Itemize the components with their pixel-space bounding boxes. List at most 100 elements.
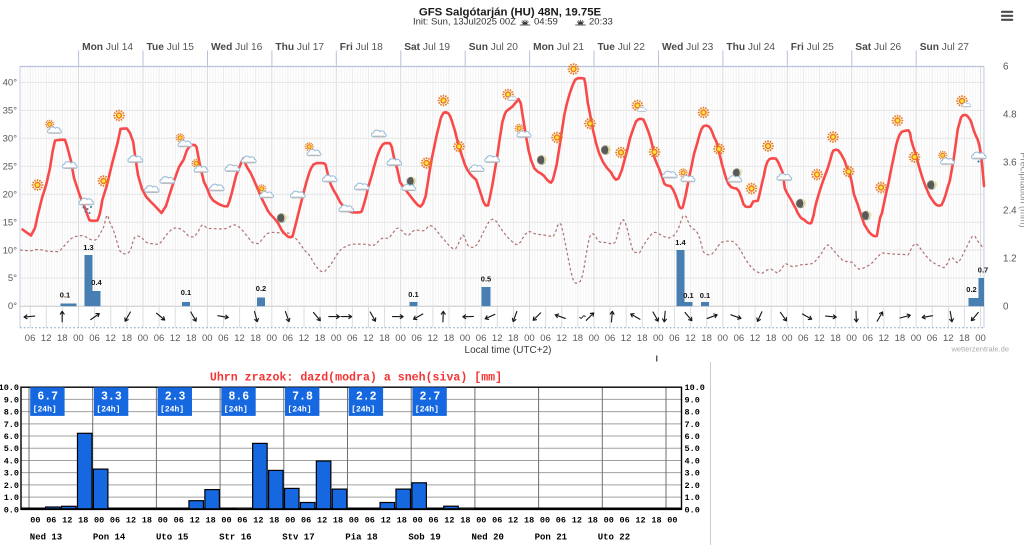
svg-text:3.3: 3.3 (101, 391, 122, 404)
svg-text:00: 00 (667, 516, 677, 526)
svg-text:00: 00 (782, 333, 793, 344)
svg-text:00: 00 (846, 333, 857, 344)
svg-text:06: 06 (492, 516, 502, 526)
svg-text:wetterzentrale.de: wetterzentrale.de (950, 345, 1009, 354)
svg-text:12: 12 (943, 333, 954, 344)
svg-text:6.0: 6.0 (685, 432, 700, 442)
svg-text:4.8: 4.8 (1003, 109, 1017, 120)
svg-text:18: 18 (895, 333, 906, 344)
svg-text:00: 00 (653, 333, 664, 344)
svg-text:20°: 20° (3, 189, 18, 200)
svg-text:06: 06 (619, 516, 629, 526)
svg-text:[24h]: [24h] (415, 406, 439, 415)
svg-text:Ned 13: Ned 13 (30, 533, 62, 543)
svg-text:Precipitation (mm): Precipitation (mm) (1019, 152, 1024, 227)
svg-text:18: 18 (766, 333, 777, 344)
svg-text:18: 18 (57, 333, 68, 344)
svg-text:2.7: 2.7 (420, 391, 441, 404)
svg-text:20:33: 20:33 (589, 17, 613, 28)
svg-text:Stv 17: Stv 17 (282, 533, 314, 543)
svg-text:06: 06 (89, 333, 100, 344)
svg-text:5.0: 5.0 (4, 444, 19, 454)
svg-text:18: 18 (701, 333, 712, 344)
svg-text:10.0: 10.0 (685, 383, 705, 393)
svg-text:12: 12 (190, 516, 200, 526)
svg-text:06: 06 (218, 333, 229, 344)
svg-text:Uto 15: Uto 15 (156, 533, 188, 543)
svg-text:0.2: 0.2 (966, 285, 976, 294)
svg-text:[24h]: [24h] (288, 406, 312, 415)
svg-text:7.0: 7.0 (685, 420, 700, 430)
svg-text:[24h]: [24h] (160, 406, 184, 415)
svg-text:12: 12 (621, 333, 632, 344)
svg-text:12: 12 (444, 516, 454, 526)
svg-text:06: 06 (862, 333, 873, 344)
svg-text:00: 00 (349, 516, 359, 526)
svg-text:Uto 22: Uto 22 (598, 533, 630, 543)
svg-text:18: 18 (444, 333, 455, 344)
svg-text:06: 06 (476, 333, 487, 344)
svg-text:35°: 35° (3, 106, 18, 117)
svg-text:00: 00 (717, 333, 728, 344)
svg-text:12: 12 (492, 333, 503, 344)
svg-text:GFS Salgótarján (HU) 48N, 19.7: GFS Salgótarján (HU) 48N, 19.75E (419, 7, 602, 19)
svg-text:00: 00 (395, 333, 406, 344)
svg-text:2.4: 2.4 (1003, 205, 1017, 216)
svg-text:00: 00 (524, 333, 535, 344)
svg-text:15°: 15° (3, 217, 18, 228)
svg-text:00: 00 (975, 333, 986, 344)
svg-text:0.1: 0.1 (181, 288, 191, 297)
svg-text:0.4: 0.4 (91, 278, 102, 287)
svg-text:12: 12 (556, 333, 567, 344)
svg-text:12: 12 (41, 333, 52, 344)
svg-text:00: 00 (911, 333, 922, 344)
svg-text:06: 06 (927, 333, 938, 344)
svg-text:12: 12 (750, 333, 761, 344)
svg-text:12: 12 (572, 516, 582, 526)
svg-text:4.0: 4.0 (685, 457, 700, 467)
svg-text:6.0: 6.0 (4, 432, 19, 442)
svg-text:18: 18 (121, 333, 132, 344)
svg-text:2.2: 2.2 (356, 391, 377, 404)
svg-text:18: 18 (959, 333, 970, 344)
svg-text:0.0: 0.0 (4, 505, 19, 515)
svg-text:0.1: 0.1 (408, 290, 418, 299)
svg-text:18: 18 (830, 333, 841, 344)
svg-text:Thu Jul 17: Thu Jul 17 (275, 42, 324, 53)
svg-text:06: 06 (154, 333, 165, 344)
svg-text:8.0: 8.0 (685, 408, 700, 418)
svg-text:04:59: 04:59 (534, 17, 558, 28)
svg-text:0.0: 0.0 (685, 505, 700, 515)
svg-text:Uhrn zrazok: dazd(modra) a sne: Uhrn zrazok: dazd(modra) a sneh(siva) [m… (210, 372, 502, 385)
svg-text:12: 12 (635, 516, 645, 526)
svg-text:00: 00 (30, 516, 40, 526)
svg-text:18: 18 (397, 516, 407, 526)
svg-text:06: 06 (110, 516, 120, 526)
svg-text:06: 06 (798, 333, 809, 344)
svg-text:Sob 19: Sob 19 (408, 533, 440, 543)
svg-text:12: 12 (363, 333, 374, 344)
svg-text:1.3: 1.3 (83, 243, 93, 252)
svg-text:06: 06 (734, 333, 745, 344)
svg-text:06: 06 (428, 516, 438, 526)
svg-text:18: 18 (588, 516, 598, 526)
svg-text:3.6: 3.6 (1003, 157, 1017, 168)
svg-text:2.3: 2.3 (165, 391, 186, 404)
svg-text:18: 18 (651, 516, 661, 526)
svg-text:06: 06 (365, 516, 375, 526)
svg-text:18: 18 (186, 333, 197, 344)
svg-text:8.6: 8.6 (228, 391, 249, 404)
svg-text:7.8: 7.8 (292, 391, 313, 404)
svg-text:18: 18 (250, 333, 261, 344)
svg-text:06: 06 (301, 516, 311, 526)
svg-text:18: 18 (637, 333, 648, 344)
svg-text:0°: 0° (8, 301, 17, 312)
svg-text:Thu Jul 24: Thu Jul 24 (726, 42, 775, 53)
svg-text:12: 12 (126, 516, 136, 526)
svg-text:25°: 25° (3, 161, 18, 172)
svg-text:18: 18 (205, 516, 215, 526)
svg-text:Fri Jul 18: Fri Jul 18 (340, 42, 383, 53)
svg-text:18: 18 (524, 516, 534, 526)
svg-text:Mon Jul 21: Mon Jul 21 (533, 42, 584, 53)
svg-text:[24h]: [24h] (224, 406, 248, 415)
